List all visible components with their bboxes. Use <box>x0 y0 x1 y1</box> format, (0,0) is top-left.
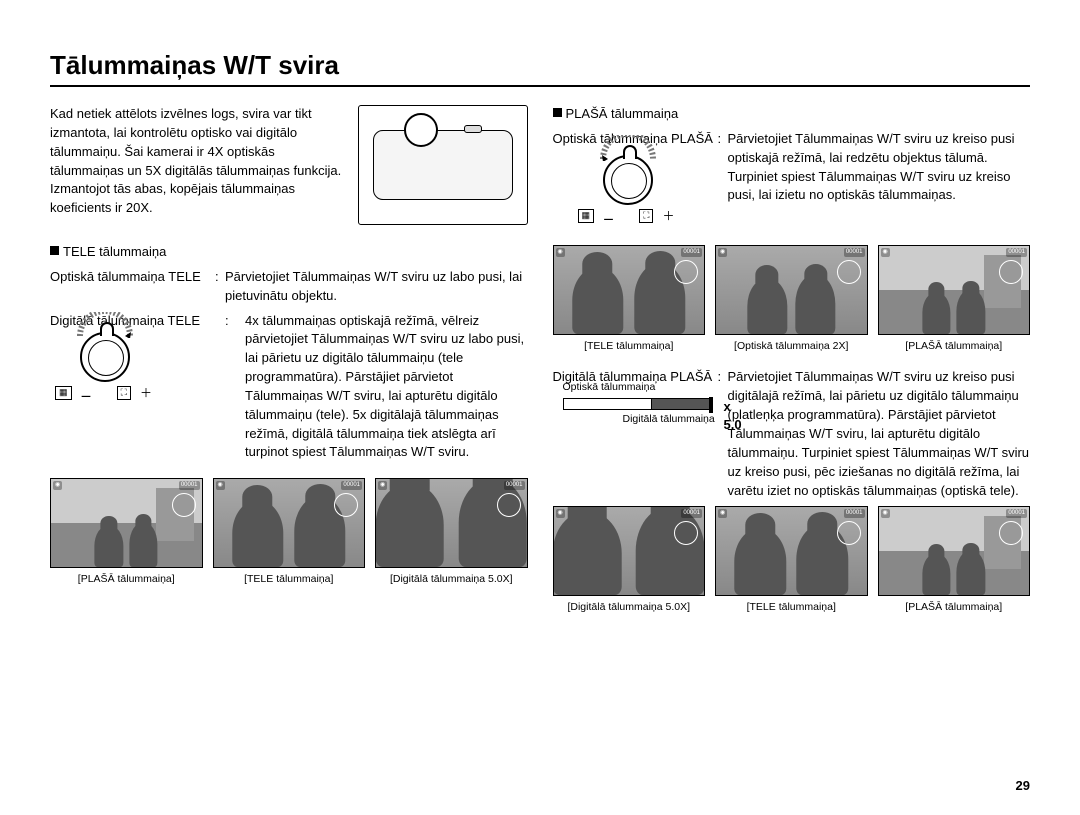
thumb-cap: [TELE tālummaiņa] <box>747 600 836 615</box>
zoom-bar-top-label: Optiskā tālummaiņa <box>563 380 715 395</box>
thumb-digital: ◉00001 <box>375 478 528 568</box>
intro-text: Kad netiek attēlots izvēlnes logs, svira… <box>50 105 346 225</box>
thumb-tele: ◉00001 <box>553 245 706 335</box>
zoom-bar-bottom-label: Digitālā tālummaiņa <box>563 412 715 427</box>
thumb-opt2x: ◉00001 <box>715 245 868 335</box>
zoom-bar-diagram: Optiskā tālummaiņa x 5.0 Digitālā tālumm… <box>563 380 715 426</box>
wide-dig-val: Pārvietojiet Tālummaiņas W/T sviru uz kr… <box>728 368 1031 500</box>
page-title: Tālummaiņas W/T svira <box>50 50 1030 87</box>
wide-heading: PLAŠĀ tālummaiņa <box>553 105 1031 124</box>
thumb-tele: ◉00001 <box>715 506 868 596</box>
thumb-wide: ◉00001 <box>50 478 203 568</box>
zoom-lever-diagram-wide: ▦⚊ ⛶＋ <box>573 135 683 223</box>
w-icon: ▦ <box>55 386 72 400</box>
thumb-cap: [Digitālā tālummaiņa 5.0X] <box>567 600 690 615</box>
wide-thumbnails-top: ◉00001 [TELE tālummaiņa] ◉00001 [Optiskā… <box>553 245 1031 354</box>
thumb-cap: [PLAŠĀ tālummaiņa] <box>905 600 1002 615</box>
tele-thumbnails: ◉00001 [PLAŠĀ tālummaiņa] ◉00001 [TELE t… <box>50 478 528 587</box>
wide-thumbnails-bottom: ◉00001 [Digitālā tālummaiņa 5.0X] ◉00001… <box>553 506 1031 615</box>
tele-opt-val: Pārvietojiet Tālummaiņas W/T sviru uz la… <box>225 268 528 306</box>
thumb-cap: [PLAŠĀ tālummaiņa] <box>905 339 1002 354</box>
left-column: Kad netiek attēlots izvēlnes logs, svira… <box>50 105 528 616</box>
camera-illustration <box>358 105 528 225</box>
thumb-digital: ◉00001 <box>553 506 706 596</box>
thumb-wide: ◉00001 <box>878 245 1031 335</box>
thumb-cap: [TELE tālummaiņa] <box>244 572 333 587</box>
thumb-cap: [TELE tālummaiņa] <box>584 339 673 354</box>
thumb-cap: [Optiskā tālummaiņa 2X] <box>734 339 848 354</box>
t-icon: ⛶ <box>117 386 131 400</box>
zoom-lever-diagram: ▦ ⚊ ⛶ ＋ <box>50 312 160 400</box>
tele-heading: TELE tālummaiņa <box>50 243 528 262</box>
wide-opt-val: Pārvietojiet Tālummaiņas W/T sviru uz kr… <box>728 130 1031 205</box>
tele-dig-val: 4x tālummaiņas optiskajā režīmā, vēlreiz… <box>245 312 528 463</box>
right-column: PLAŠĀ tālummaiņa Optiskā tālummaiņa PLAŠ… <box>553 105 1031 616</box>
thumb-tele: ◉00001 <box>213 478 366 568</box>
thumb-cap: [PLAŠĀ tālummaiņa] <box>78 572 175 587</box>
page-number: 29 <box>1016 778 1030 793</box>
tele-opt-label: Optiskā tālummaiņa TELE <box>50 268 215 306</box>
thumb-cap: [Digitālā tālummaiņa 5.0X] <box>390 572 513 587</box>
zoom-value: x 5.0 <box>724 398 742 436</box>
thumb-wide: ◉00001 <box>878 506 1031 596</box>
